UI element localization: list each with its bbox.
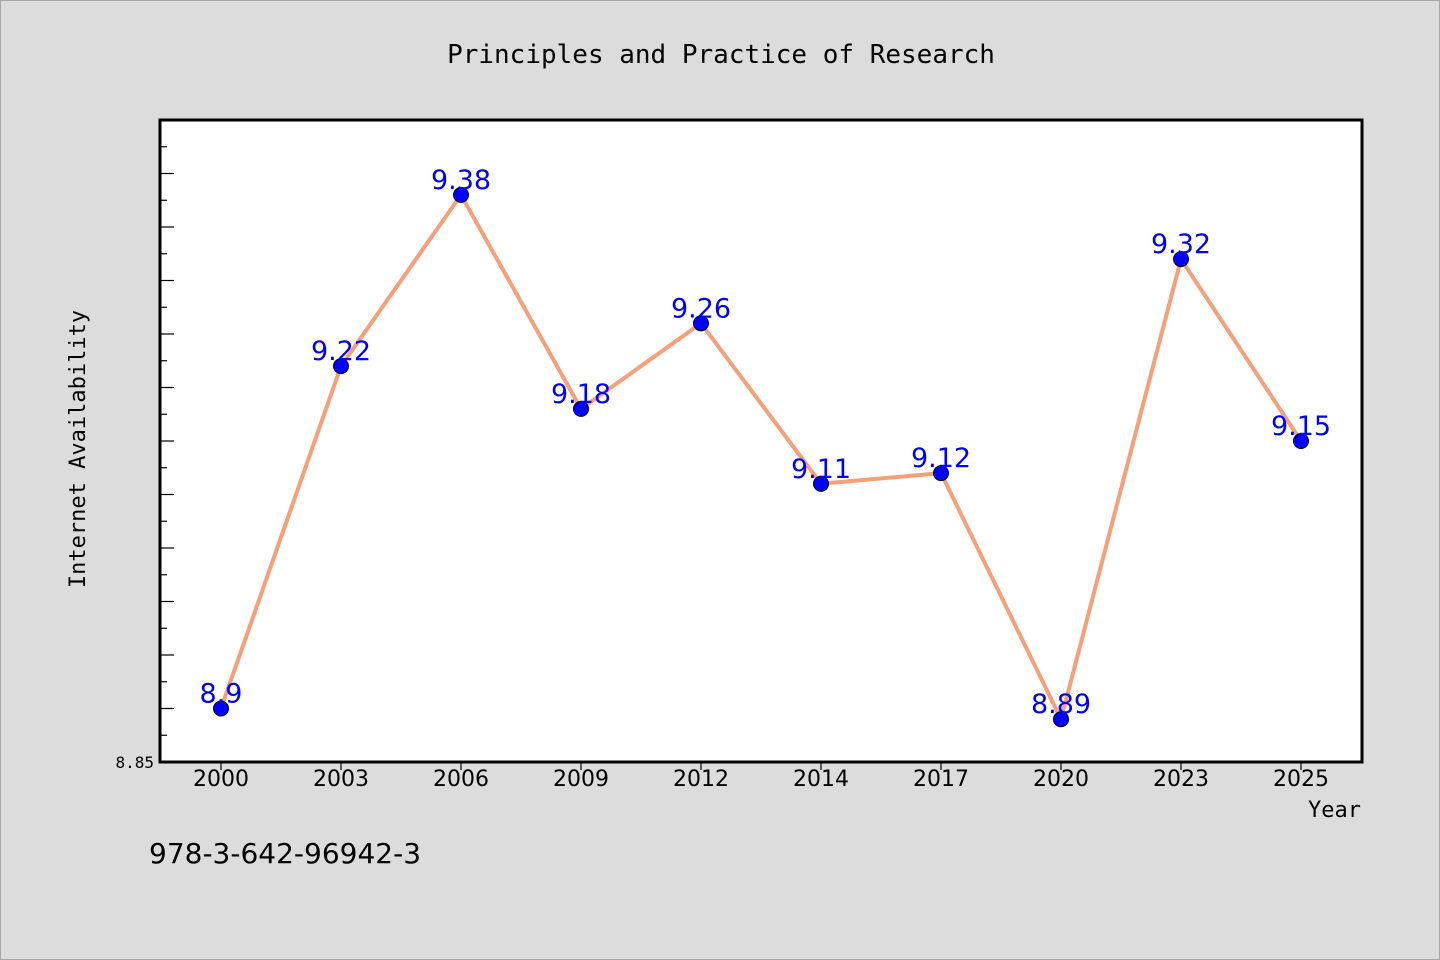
x-tick-label: 2017: [913, 767, 969, 792]
x-axis-label: Year: [1308, 798, 1361, 823]
x-tick-label: 2014: [793, 767, 849, 792]
data-point: [213, 700, 229, 717]
series-line: [219, 192, 1303, 722]
data-label: 9.18: [551, 379, 611, 410]
series-line-path: [219, 192, 1303, 722]
data-label: 9.22: [311, 336, 371, 367]
data-label: 8.89: [1031, 689, 1091, 720]
data-label: 9.15: [1271, 411, 1331, 442]
x-tick-label: 2003: [313, 767, 369, 792]
y-tick-label-8-85: 8.85: [115, 753, 154, 772]
data-point: [333, 358, 349, 375]
data-point: [453, 186, 469, 203]
y-axis-ticks: [160, 119, 174, 763]
x-axis-ticks: [220, 762, 1302, 770]
data-point: [573, 400, 589, 417]
x-axis-tick-labels: 2000 2003 2006 2009 2012 2014 2017 2020 2023 2025: [193, 767, 1329, 792]
x-tick-label: 2020: [1033, 767, 1089, 792]
data-label: 9.26: [671, 293, 731, 324]
data-point: [1293, 433, 1309, 449]
x-tick-label: 2006: [433, 767, 489, 792]
data-point: [693, 315, 709, 332]
x-tick-label: 2025: [1273, 767, 1329, 792]
x-tick-label: 2012: [673, 767, 729, 792]
x-tick-label: 2023: [1153, 767, 1209, 792]
series-markers: [213, 186, 1309, 728]
isbn-text: 978-3-642-96942-3: [149, 837, 421, 870]
data-label: 8.9: [200, 679, 243, 710]
data-label: 9.12: [911, 443, 971, 474]
data-point: [1173, 251, 1189, 268]
data-label: 9.32: [1151, 229, 1211, 260]
data-point: [813, 475, 829, 492]
data-point: [1053, 711, 1069, 728]
chart-title: Principles and Practice of Research: [447, 40, 995, 70]
data-point: [933, 465, 949, 482]
y-axis-label: Internet Availability: [66, 310, 91, 588]
data-label: 9.38: [431, 165, 491, 196]
x-tick-label: 2009: [553, 767, 609, 792]
series-data-labels: 8.9 9.22 9.38 9.18 9.26 9.11 9.12 8.89 9.32 9.15: [200, 165, 1332, 720]
x-tick-label: 2000: [193, 767, 249, 792]
data-label: 9.11: [791, 454, 851, 485]
plot-area: [158, 118, 1364, 764]
